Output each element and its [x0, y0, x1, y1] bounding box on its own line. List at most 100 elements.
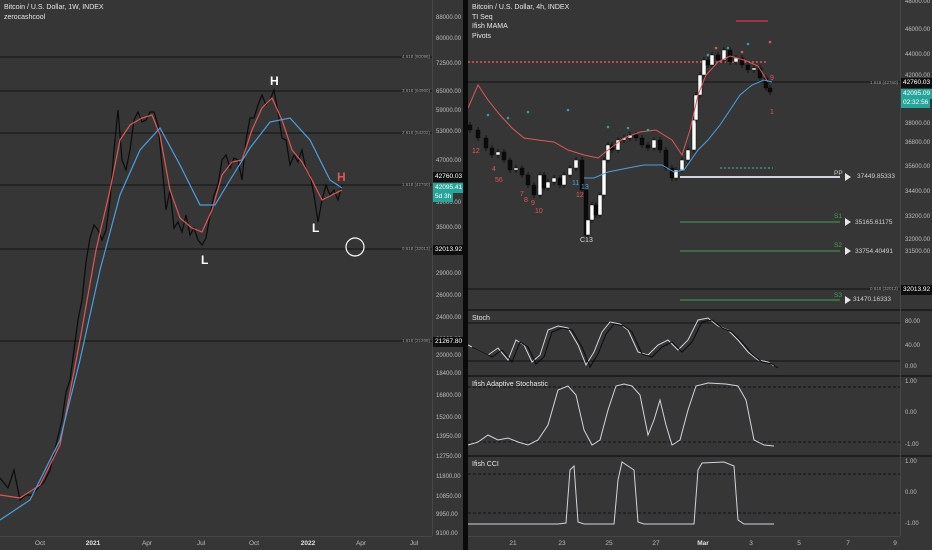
- sequence-dot-green: [626, 126, 630, 130]
- candle-body: [657, 139, 663, 151]
- price-tick: 53000.00: [436, 129, 462, 135]
- time-tick: Mar: [697, 540, 709, 547]
- weekly-legend: Bitcoin / U.S. Dollar, 1W, INDEX zerocas…: [4, 3, 104, 22]
- ifish-stoch-tick: 1.00: [905, 379, 917, 385]
- time-tick: Jul: [196, 540, 206, 547]
- current-price-tag: 42095.41: [433, 183, 463, 193]
- price-tick: 72500.00: [436, 61, 462, 67]
- candle-body: [557, 177, 563, 186]
- candle-body: [593, 204, 599, 216]
- price-tick: 36800.00: [905, 140, 931, 146]
- candle-body: [663, 149, 669, 169]
- four-hour-price-axis[interactable]: 48000.0046000.0044000.0042000.0040000.00…: [900, 0, 932, 536]
- price-tick: 24000.00: [436, 315, 462, 321]
- sequence-label: 4: [492, 166, 496, 173]
- time-tick: 2022: [300, 540, 316, 547]
- ifish-cci-pane-title[interactable]: Ifish CCI: [472, 461, 499, 468]
- price-tick: 39000.00: [436, 200, 462, 206]
- candle-body: [767, 87, 773, 93]
- sequence-label: 11: [572, 180, 580, 187]
- pivot-arrow-2: [845, 247, 851, 255]
- price-tick: 29000.00: [436, 271, 462, 277]
- candle-body: [605, 144, 611, 161]
- time-tick: 9: [893, 540, 897, 547]
- time-tick: 25: [605, 540, 613, 547]
- weekly-price-line: [0, 87, 343, 502]
- weekly-price-plot[interactable]: [0, 0, 463, 550]
- time-tick: Oct: [34, 540, 46, 547]
- indicator-ti-seq[interactable]: TI Seq: [472, 13, 493, 21]
- sequence-dot-green: [566, 108, 570, 112]
- four-hour-time-axis[interactable]: 21 23 25 27 Mar 3 5 7 9: [468, 536, 900, 550]
- sequence-label-c13: C13: [580, 237, 593, 244]
- pivot-pp-label: PP: [834, 170, 843, 177]
- candle-body: [567, 167, 573, 176]
- price-tick: 33200.00: [905, 214, 931, 220]
- candle-body: [709, 54, 715, 66]
- fib-label: 1.618 (42760): [402, 182, 431, 187]
- price-tick: 42000.00: [905, 73, 931, 79]
- candle-body: [651, 139, 657, 149]
- panel-divider[interactable]: [463, 0, 468, 550]
- candle-body: [645, 144, 651, 149]
- fib-label: 3.618 (64960): [402, 88, 431, 93]
- price-tick: 65000.00: [436, 89, 462, 95]
- sequence-dot-green: [486, 113, 490, 117]
- candle-body: [513, 167, 519, 171]
- candle-body: [721, 49, 727, 61]
- price-tick: 34400.00: [905, 189, 931, 195]
- candle-body: [673, 169, 679, 179]
- indicator-pivots[interactable]: Pivots: [472, 32, 492, 40]
- candle-body: [525, 174, 531, 186]
- four-hour-mama-blue-line: [584, 79, 773, 179]
- sequence-label: 12: [472, 148, 480, 155]
- weekly-chart-panel[interactable]: Bitcoin / U.S. Dollar, 1W, INDEX zerocas…: [0, 0, 463, 550]
- candle-body: [601, 159, 607, 196]
- weekly-time-axis[interactable]: Oct 2021 Apr Jul Oct 2022 Apr Jul: [0, 536, 432, 550]
- weekly-price-axis[interactable]: 88000.00 80000.00 72500.00 65000.00 59000.00…: [432, 0, 463, 537]
- ifish-stoch-pane-title[interactable]: Ifish Adaptive Stochastic: [472, 381, 548, 388]
- four-hour-chart-panel[interactable]: Bitcoin / U.S. Dollar, 4h, INDEX TI Seq …: [468, 0, 932, 550]
- ifish-stoch-line: [468, 382, 775, 447]
- price-tick: 47000.00: [436, 158, 462, 164]
- current-price-tag: 42095.09: [901, 89, 932, 99]
- ifish-stoch-tick: 0.00: [905, 410, 917, 416]
- high-marker-2: H: [337, 170, 346, 184]
- pivot-s1-label: S1: [834, 213, 842, 220]
- indicator-ifish-mama[interactable]: Ifish MAMA: [472, 23, 508, 30]
- level-price-tag: 32013.92: [901, 285, 932, 295]
- ifish-cci-line: [468, 461, 774, 525]
- sequence-dot-green: [706, 53, 710, 57]
- low-marker-2: L: [312, 221, 320, 235]
- time-tick: 23: [558, 540, 566, 547]
- ifish-cci-tick: -1.00: [905, 521, 919, 527]
- price-tick: 9950.00: [436, 512, 458, 518]
- weekly-symbol-title[interactable]: Bitcoin / U.S. Dollar, 1W, INDEX: [4, 4, 104, 11]
- candle-body: [507, 159, 513, 171]
- sequence-label: 7: [520, 191, 524, 198]
- candle-body: [701, 59, 707, 76]
- price-tick: 13950.00: [436, 434, 462, 440]
- sequence-label: 9: [531, 200, 535, 207]
- sequence-dot-green: [746, 42, 750, 46]
- price-tick: 11800.00: [436, 474, 461, 480]
- price-tick: 15200.00: [436, 415, 462, 421]
- pivot-pp-value: 37449.85333: [857, 173, 895, 180]
- four-hour-legend: Bitcoin / U.S. Dollar, 4h, INDEX TI Seq …: [472, 3, 569, 41]
- price-tick: 44000.00: [905, 52, 931, 58]
- fib-label: 1.618 (21268): [402, 338, 431, 343]
- price-tick: 9100.00: [436, 531, 458, 537]
- time-tick: Oct: [248, 540, 260, 547]
- stoch-pane-title[interactable]: Stoch: [472, 315, 490, 322]
- candle-body: [551, 177, 557, 183]
- candle-body: [693, 94, 699, 121]
- candle-body: [633, 134, 639, 139]
- four-hour-symbol-title[interactable]: Bitcoin / U.S. Dollar, 4h, INDEX: [472, 4, 570, 11]
- stoch-tick: 80.00: [905, 319, 921, 325]
- price-tick: 35000.00: [436, 225, 462, 231]
- candle-body: [561, 174, 567, 186]
- time-tick: Apr: [141, 540, 153, 547]
- price-tick: 26000.00: [436, 293, 462, 299]
- four-hour-price-plot[interactable]: [468, 0, 932, 550]
